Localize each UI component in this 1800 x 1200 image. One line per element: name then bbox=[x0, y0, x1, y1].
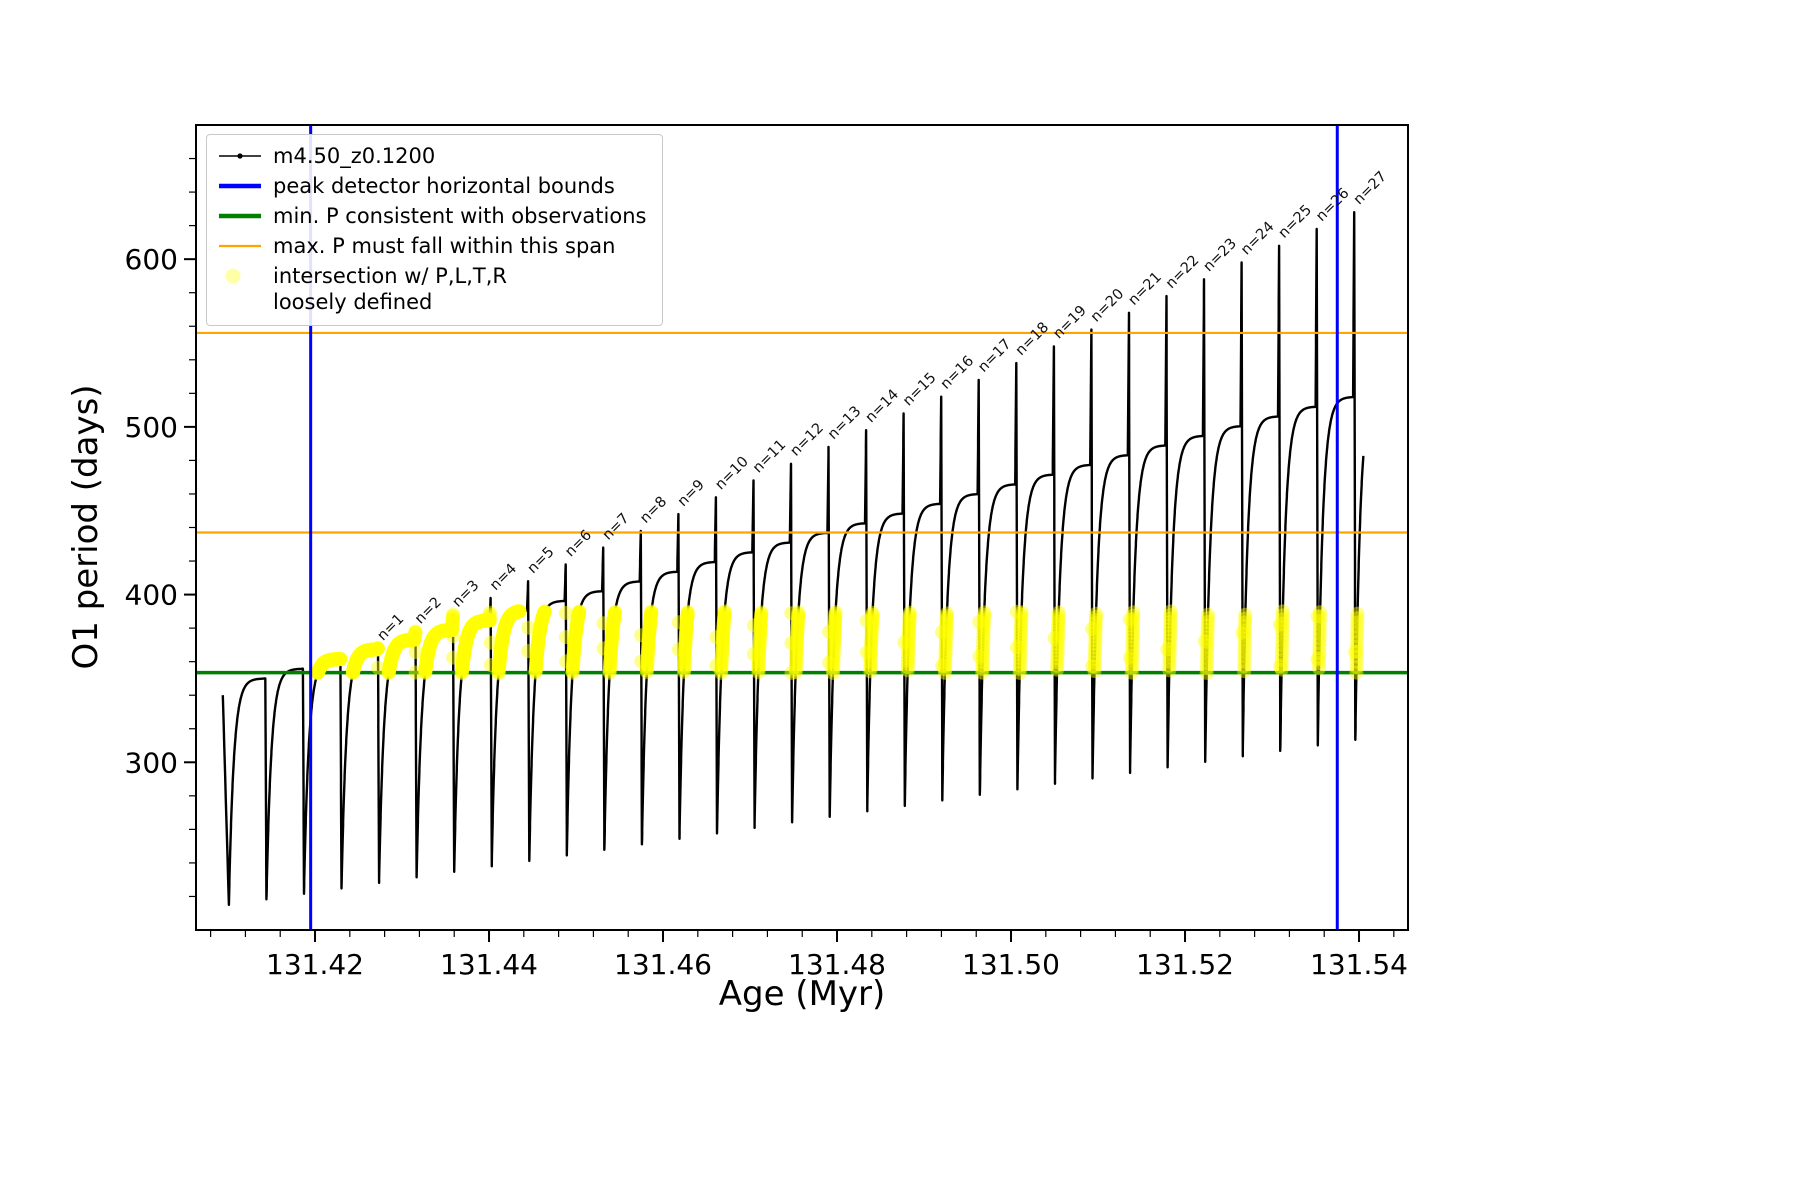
peak-label: n=12 bbox=[787, 420, 826, 459]
peak-label: n=9 bbox=[675, 477, 708, 510]
legend-entry: m4.50_z0.1200 bbox=[217, 143, 646, 169]
peak-label: n=20 bbox=[1088, 286, 1127, 325]
peak-label: n=26 bbox=[1313, 185, 1352, 224]
peak-label: n=27 bbox=[1351, 169, 1390, 208]
legend-entry-label: peak detector horizontal bounds bbox=[273, 174, 615, 198]
peak-label: n=25 bbox=[1276, 202, 1315, 241]
x-tick-label: 131.54 bbox=[1310, 948, 1408, 981]
peak-label: n=17 bbox=[975, 336, 1014, 375]
x-tick-label: 131.44 bbox=[440, 948, 538, 981]
peak-label: n=19 bbox=[1050, 303, 1089, 342]
x-tick-label: 131.50 bbox=[962, 948, 1060, 981]
peak-label: n=11 bbox=[750, 437, 789, 476]
legend-entry: max. P must fall within this span bbox=[217, 233, 646, 259]
y-tick-label: 600 bbox=[125, 243, 178, 276]
legend-entry-label: max. P must fall within this span bbox=[273, 234, 616, 258]
x-tick-label: 131.46 bbox=[614, 948, 712, 981]
peak-label: n=5 bbox=[525, 544, 558, 577]
x-tick-label: 131.52 bbox=[1136, 948, 1234, 981]
peak-label: n=10 bbox=[712, 454, 751, 493]
y-tick-label: 400 bbox=[125, 579, 178, 612]
green-line-icon bbox=[217, 203, 263, 227]
legend-entry: min. P consistent with observations bbox=[217, 203, 646, 229]
y-tick-label: 300 bbox=[125, 746, 178, 779]
blue-line-icon bbox=[217, 173, 263, 197]
legend-entry-label: intersection w/ P,L,T,R loosely defined bbox=[273, 264, 507, 314]
legend-entry-label: m4.50_z0.1200 bbox=[273, 144, 436, 168]
legend-entry: peak detector horizontal bounds bbox=[217, 173, 646, 199]
peak-label: n=2 bbox=[412, 594, 445, 627]
peak-label: n=14 bbox=[863, 387, 902, 426]
intersection-scatter bbox=[310, 604, 1365, 681]
x-axis-label: Age (Myr) bbox=[718, 974, 886, 1014]
legend-entry-label: min. P consistent with observations bbox=[273, 204, 647, 228]
peak-label: n=13 bbox=[825, 403, 864, 442]
y-tick-label: 500 bbox=[125, 411, 178, 444]
legend-entry: intersection w/ P,L,T,R loosely defined bbox=[217, 263, 646, 315]
peak-label: n=15 bbox=[900, 370, 939, 409]
orange-line-icon bbox=[217, 233, 263, 257]
peak-label: n=18 bbox=[1013, 320, 1052, 359]
x-tick-label: 131.48 bbox=[788, 948, 886, 981]
x-tick-label: 131.42 bbox=[266, 948, 364, 981]
peak-label: n=7 bbox=[600, 511, 633, 544]
series-curve bbox=[221, 211, 1365, 906]
peak-label: n=22 bbox=[1163, 252, 1202, 291]
peak-label: n=24 bbox=[1238, 219, 1277, 258]
y-axis-label: O1 period (days) bbox=[66, 384, 106, 670]
peak-label: n=4 bbox=[487, 561, 520, 594]
peak-label: n=8 bbox=[637, 494, 670, 527]
peak-label: n=23 bbox=[1201, 236, 1240, 275]
peak-label: n=16 bbox=[938, 353, 977, 392]
series-line-icon bbox=[217, 143, 263, 167]
peak-label: n=21 bbox=[1125, 269, 1164, 308]
yellow-dot-icon bbox=[217, 263, 263, 287]
peak-label: n=3 bbox=[450, 578, 483, 611]
